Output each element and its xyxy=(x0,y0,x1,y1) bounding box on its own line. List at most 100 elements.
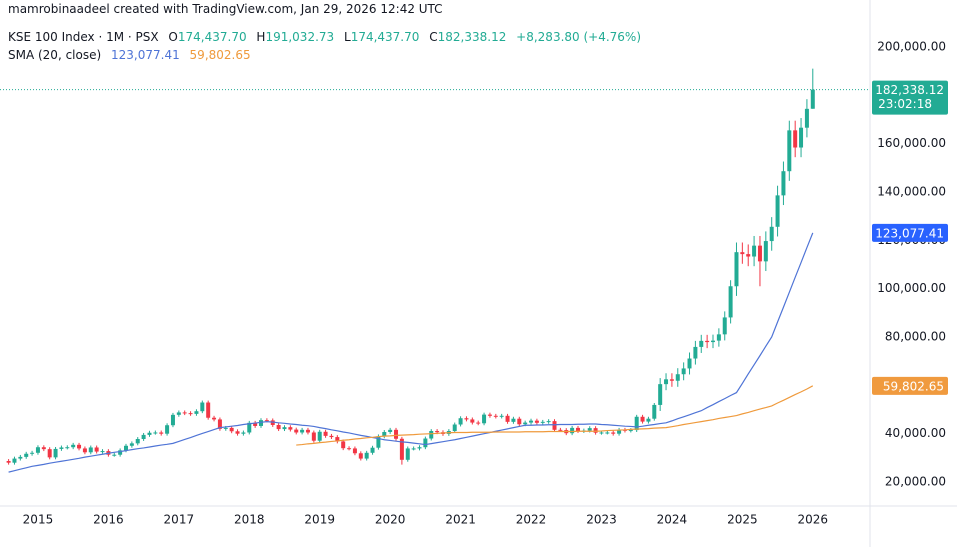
candle-body xyxy=(575,427,580,432)
candle-body xyxy=(646,418,651,422)
sma-line xyxy=(8,232,814,473)
candle-body xyxy=(611,432,616,434)
candle-body xyxy=(628,430,633,432)
candle-body xyxy=(358,453,363,459)
candle-body xyxy=(335,437,340,442)
sma-line xyxy=(296,385,814,446)
symbol: KSE 100 Index · 1M · PSX xyxy=(8,30,159,44)
candle-body xyxy=(364,452,369,459)
candle-body xyxy=(675,374,680,381)
candle-body xyxy=(617,429,622,434)
x-tick-label: 2015 xyxy=(23,513,54,527)
y-tick-label: 100,000.00 xyxy=(877,281,946,295)
candle-body xyxy=(487,414,492,416)
candle-body xyxy=(505,415,510,422)
candle-body xyxy=(499,415,504,417)
candle-body xyxy=(229,427,234,432)
high-label: H xyxy=(256,30,266,44)
candle-body xyxy=(323,431,328,436)
candle-body xyxy=(752,245,757,257)
candle-body xyxy=(311,432,316,441)
candle-body xyxy=(711,340,715,343)
candle-body xyxy=(53,448,58,458)
candle-body xyxy=(370,447,375,453)
candle-body xyxy=(599,432,604,434)
y-tick-label: 40,000.00 xyxy=(885,426,946,440)
candle-body xyxy=(165,425,170,434)
candle-body xyxy=(112,454,117,456)
candle-body xyxy=(71,444,76,448)
candle-body xyxy=(681,368,686,375)
y-tick-label: 20,000.00 xyxy=(885,475,946,489)
candle-body xyxy=(300,429,305,433)
candle-body xyxy=(82,448,87,453)
candle-body xyxy=(652,404,657,419)
candle-body xyxy=(176,412,181,415)
candle-body xyxy=(347,448,352,450)
candle-body xyxy=(135,439,140,444)
candle-body xyxy=(716,334,721,341)
close-label: C xyxy=(429,30,438,44)
candle-body xyxy=(517,418,522,425)
candle-body xyxy=(77,444,82,449)
x-tick-label: 2019 xyxy=(304,513,335,527)
x-tick-label: 2017 xyxy=(164,513,195,527)
candle-body xyxy=(429,431,434,439)
candle-body xyxy=(47,449,52,458)
high-value: 191,032.73 xyxy=(265,30,335,44)
candle-body xyxy=(458,418,463,425)
y-tick-label: 140,000.00 xyxy=(877,184,946,198)
x-tick-label: 2020 xyxy=(375,513,406,527)
y-tick-label: 160,000.00 xyxy=(877,136,946,150)
x-tick-label: 2026 xyxy=(798,513,829,527)
candle-body xyxy=(200,402,205,412)
candle-body xyxy=(182,412,187,414)
candle-body xyxy=(159,432,164,434)
candle-body xyxy=(540,421,545,423)
candle-body xyxy=(546,421,551,423)
close-value: 182,338.12 xyxy=(437,30,507,44)
candle-body xyxy=(787,130,792,172)
candle-body xyxy=(352,448,357,454)
candle-body xyxy=(399,438,404,460)
legend-row: KSE 100 Index · 1M · PSX O174,437.70 H19… xyxy=(8,30,641,44)
candle-body xyxy=(305,429,310,433)
candle-body xyxy=(529,420,534,423)
x-tick-label: 2023 xyxy=(586,513,617,527)
candle-body xyxy=(241,432,246,434)
candle-body xyxy=(452,424,457,432)
candle-body xyxy=(288,427,293,430)
price-badge-label: 182,338.12 xyxy=(875,83,944,97)
candle-body xyxy=(799,127,804,148)
candle-body xyxy=(470,419,475,423)
price-badge xyxy=(872,80,948,115)
candle-body xyxy=(259,420,264,426)
candle-body xyxy=(206,402,211,418)
candle-body xyxy=(247,422,252,433)
candle-body xyxy=(388,429,393,432)
x-tick-label: 2022 xyxy=(516,513,547,527)
candle-body xyxy=(740,252,745,255)
x-tick-label: 2018 xyxy=(234,513,265,527)
candle-body xyxy=(341,441,346,449)
candle-body xyxy=(476,422,481,424)
low-label: L xyxy=(344,30,351,44)
candle-body xyxy=(35,447,40,453)
candle-body xyxy=(687,358,692,369)
candle-body xyxy=(129,443,134,446)
candle-body xyxy=(276,424,281,430)
candle-body xyxy=(253,422,258,426)
candle-body xyxy=(212,417,217,420)
indicator-value: 123,077.41 xyxy=(111,48,180,62)
candle-body xyxy=(605,432,610,434)
candle-body xyxy=(757,245,762,262)
candle-body xyxy=(30,452,35,454)
candle-body xyxy=(734,252,739,287)
candle-body xyxy=(329,435,334,438)
candle-body xyxy=(382,431,387,437)
candle-body xyxy=(669,379,674,381)
candle-body xyxy=(141,434,146,440)
x-tick-label: 2025 xyxy=(727,513,758,527)
candle-body xyxy=(810,89,815,109)
candle-body xyxy=(264,420,269,422)
